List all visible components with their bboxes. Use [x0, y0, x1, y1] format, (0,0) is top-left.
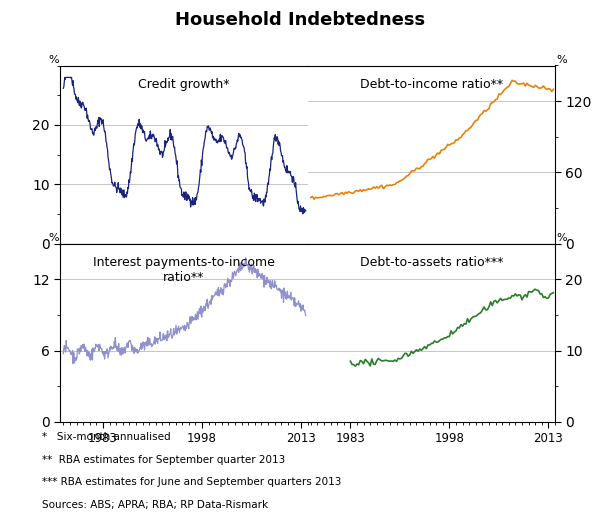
Text: %: %: [48, 54, 59, 64]
Text: Interest payments-to-income
ratio**: Interest payments-to-income ratio**: [93, 256, 275, 284]
Text: *   Six-month annualised: * Six-month annualised: [42, 432, 170, 442]
Text: **  RBA estimates for September quarter 2013: ** RBA estimates for September quarter 2…: [42, 455, 285, 465]
Text: Household Indebtedness: Household Indebtedness: [175, 11, 425, 29]
Text: Sources: ABS; APRA; RBA; RP Data-Rismark: Sources: ABS; APRA; RBA; RP Data-Rismark: [42, 500, 268, 510]
Text: %: %: [48, 233, 59, 243]
Text: Credit growth*: Credit growth*: [138, 78, 230, 91]
Text: Debt-to-income ratio**: Debt-to-income ratio**: [359, 78, 503, 91]
Text: %: %: [556, 54, 567, 64]
Text: Debt-to-assets ratio***: Debt-to-assets ratio***: [359, 256, 503, 269]
Text: *** RBA estimates for June and September quarters 2013: *** RBA estimates for June and September…: [42, 477, 341, 487]
Text: %: %: [556, 233, 567, 243]
